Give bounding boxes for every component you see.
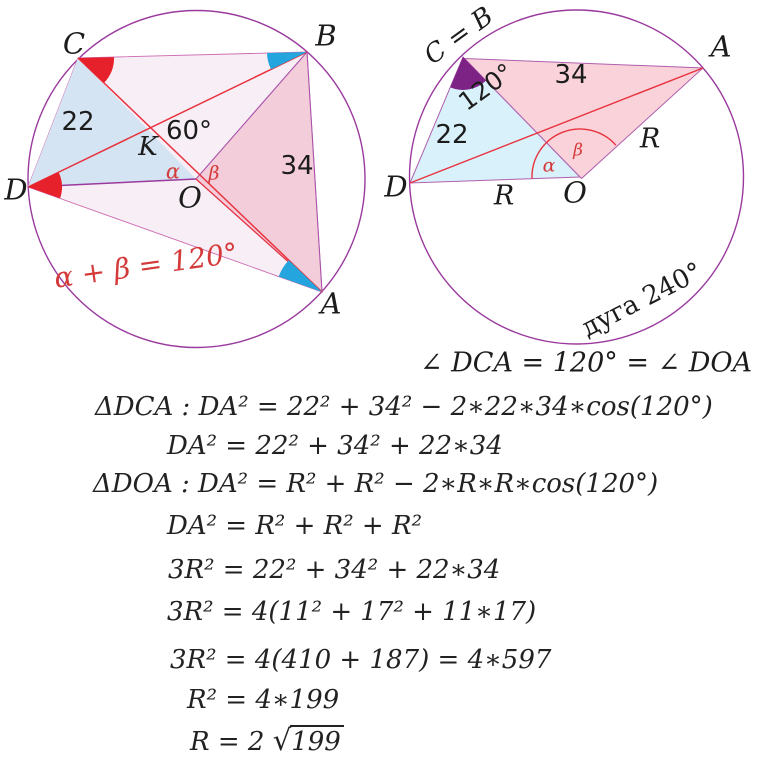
left-point-label-a: A [320, 286, 342, 321]
right-beta-label: β [573, 140, 583, 161]
equation-line-4: DA² = R² + R² + R² [167, 511, 422, 541]
equation-line-9-prefix: R = 2 [190, 727, 265, 757]
right-side-dc-value: 22 [435, 120, 469, 150]
equation-line-1: ΔDCA : DA² = 22² + 34² − 2∗22∗34∗cos(120… [95, 392, 713, 422]
left-side-dc-value: 22 [61, 107, 95, 137]
sqrt-radicand: 199 [290, 725, 344, 757]
right-chord-da [409, 67, 704, 184]
left-circle [27, 9, 366, 349]
equation-line-9: R = 2 √199 [190, 723, 344, 758]
left-point-label-k: K [138, 132, 158, 162]
left-alpha-label: α [165, 159, 181, 184]
right-central-angle-arc [531, 128, 617, 179]
right-point-label-o: O [563, 175, 587, 210]
right-radius-do-label: R [493, 180, 515, 212]
equation-line-6: 3R² = 4(11² + 17² + 11∗17) [167, 597, 537, 627]
equation-line-2: DA² = 22² + 34² + 22∗34 [167, 431, 503, 461]
right-side-ca-value: 34 [554, 60, 588, 90]
right-point-label-d: D [384, 169, 408, 204]
left-angle-mark-b-cyan [267, 52, 307, 70]
equation-line-5: 3R² = 22² + 34² + 22∗34 [168, 555, 501, 585]
left-diagonal-ca [77, 57, 323, 293]
right-radius-oa-label: R [639, 123, 661, 155]
left-angle-mark-d-red [28, 172, 62, 199]
equation-line-8: R² = 4∗199 [187, 685, 340, 715]
left-point-label-o: O [178, 180, 202, 215]
right-angle-mark-c-purple [450, 57, 486, 90]
right-triangle-cao [463, 57, 705, 180]
right-alpha-label: α [542, 154, 556, 177]
left-point-label-b: B [315, 18, 337, 53]
right-circle [408, 9, 745, 345]
equation-line-7: 3R² = 4(410 + 187) = 4∗597 [170, 645, 552, 675]
left-diagonal-db [27, 51, 308, 188]
left-triangle-dco [28, 58, 196, 187]
angle-equality-statement: ∠ DCA = 120° = ∠ DOA [419, 347, 753, 379]
left-angle-k-value: 60° [165, 116, 213, 146]
left-side-ba-value: 34 [280, 151, 314, 181]
left-angle-mark-a-cyan [278, 260, 322, 292]
left-point-label-c: C [62, 26, 86, 61]
left-beta-label: β [208, 162, 220, 185]
equation-line-3: ΔDOA : DA² = R² + R² − 2∗R∗R∗cos(120°) [93, 469, 659, 499]
sqrt-sign: √ [272, 723, 292, 757]
left-point-label-d: D [4, 172, 28, 207]
right-point-label-a: A [710, 29, 732, 64]
left-angle-mark-c-red [78, 57, 115, 83]
